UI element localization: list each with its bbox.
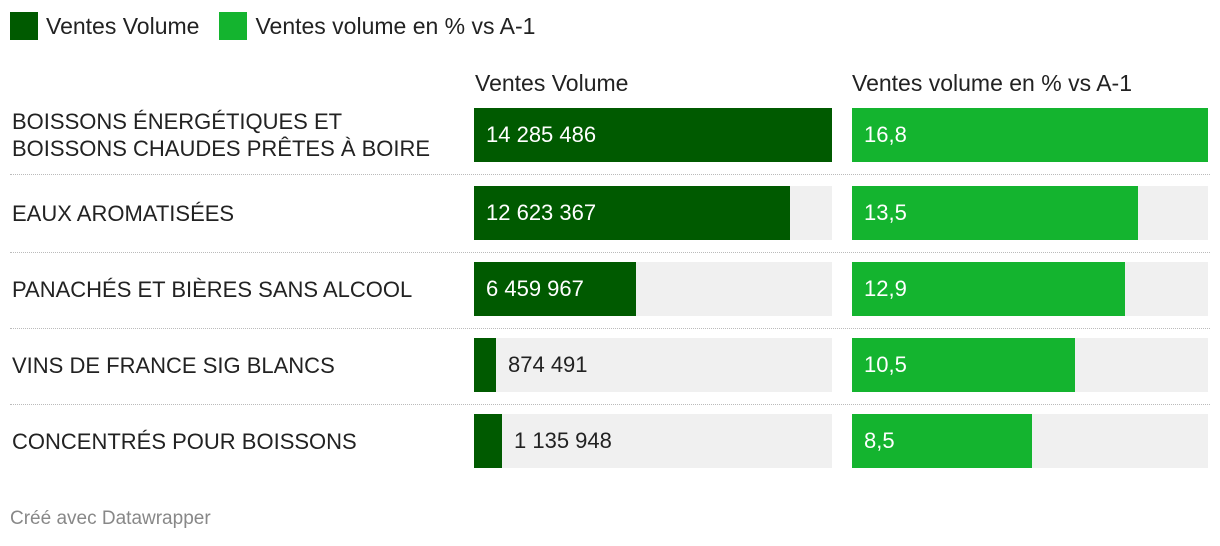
legend-swatch-ventes-volume [10,12,38,40]
data-label: 16,8 [864,122,907,147]
bar-track: 14 285 486 [474,108,832,162]
column-header-ventes-volume: Ventes Volume [475,70,629,96]
bar [474,108,832,162]
category-label: VINS DE FRANCE SIG BLANCS [12,352,335,378]
category-label: BOISSONS ÉNERGÉTIQUES ET BOISSONS CHAUDE… [12,109,431,161]
bar-track: 12 623 367 [474,186,832,240]
data-label: 1 135 948 [514,428,612,453]
data-label: 12 623 367 [486,200,597,225]
data-label: 14 285 486 [486,122,597,147]
bar-track: 12,9 [852,262,1208,316]
footer-credit: Créé avec Datawrapper [10,508,211,529]
bar-track: 13,5 [852,186,1208,240]
bar [852,414,1032,468]
legend-item-ventes-volume: Ventes Volume [10,12,199,40]
bar-track: 16,8 [852,108,1208,162]
data-label: 13,5 [864,200,907,225]
bar [474,338,496,392]
category-label: CONCENTRÉS POUR BOISSONS [12,428,357,454]
bar-track: 6 459 967 [474,262,832,316]
row-separator [10,174,1210,175]
row-separator [10,252,1210,253]
column-header-ventes-pct: Ventes volume en % vs A-1 [852,70,1132,96]
bar [852,108,1208,162]
legend-label-ventes-volume: Ventes Volume [46,12,200,39]
legend-label-ventes-pct: Ventes volume en % vs A-1 [255,12,536,39]
bar [852,338,1075,392]
data-label: 874 491 [508,352,588,377]
bar [852,262,1125,316]
bar-track: 874 491 [474,338,832,392]
category-label: PANACHÉS ET BIÈRES SANS ALCOOL [12,276,413,302]
row-separator [10,328,1210,329]
category-label: EAUX AROMATISÉES [12,200,235,226]
row-separator [10,404,1210,405]
data-label: 12,9 [864,276,907,301]
legend-swatch-ventes-pct [219,12,248,40]
bar-track: 8,5 [852,414,1208,468]
bar [474,414,502,468]
data-label: 10,5 [864,352,907,377]
bar-track: 10,5 [852,338,1208,392]
legend-item-ventes-pct: Ventes volume en % vs A-1 [219,12,535,40]
bar-track: 1 135 948 [474,414,832,468]
bar [474,186,790,240]
bar [474,262,636,316]
bar [852,186,1138,240]
legend: Ventes Volume Ventes volume en % vs A-1 [10,12,555,40]
data-label: 8,5 [864,428,895,453]
data-label: 6 459 967 [486,276,584,301]
